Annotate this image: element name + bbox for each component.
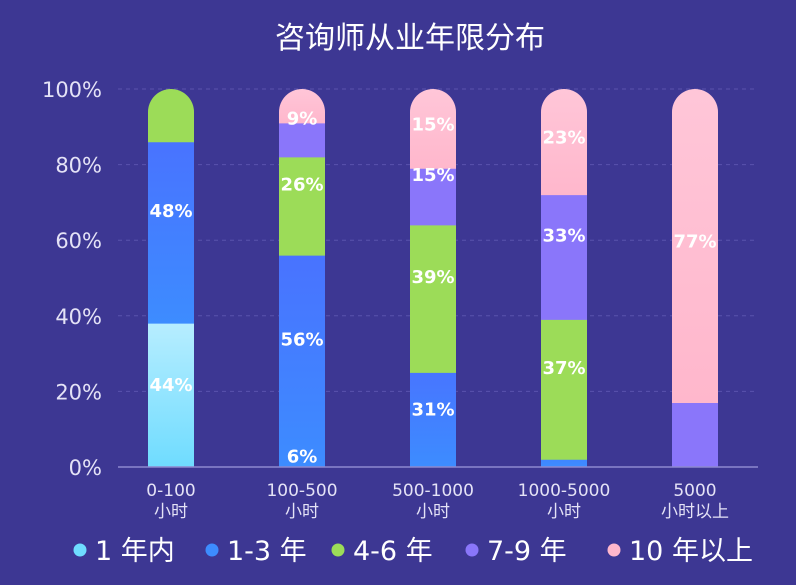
x-tick-label: 小时 (154, 502, 188, 522)
bars-layer (148, 89, 718, 467)
y-tick-label: 0% (69, 456, 102, 480)
x-tick-label: 小时 (547, 502, 581, 522)
bar-segment (279, 89, 325, 124)
legend-swatch (465, 543, 479, 557)
y-tick-label: 80% (55, 154, 102, 178)
legend: 1 年内 1-3 年 4-6 年 7-9 年 10 年以上 (73, 536, 753, 567)
data-label: 9% (287, 108, 318, 129)
chart-title: 咨询师从业年限分布 (275, 21, 545, 56)
bar-segment (541, 89, 587, 196)
bar-segment (148, 89, 194, 143)
bar-segment (279, 134, 325, 256)
legend-label: 1-3 年 (227, 536, 307, 567)
y-tick-label: 40% (55, 305, 102, 329)
y-tick-label: 100% (42, 78, 102, 102)
data-label: 48% (149, 201, 192, 222)
legend-swatch (607, 543, 621, 557)
data-label: 33% (542, 226, 585, 247)
x-tick-label: 1000-5000 (518, 481, 611, 501)
data-label: 37% (542, 358, 585, 379)
data-label: 23% (542, 128, 585, 149)
legend-swatch (205, 543, 219, 557)
bar-segment (148, 119, 194, 324)
x-tick-label: 小时以上 (661, 502, 729, 522)
x-tick-label: 500-1000 (392, 481, 474, 501)
data-label: 26% (280, 175, 323, 196)
legend-label: 4-6 年 (353, 536, 433, 567)
bar-segment (148, 300, 194, 467)
bar-segment (410, 89, 456, 169)
data-label: 77% (673, 232, 716, 253)
data-label: 39% (411, 267, 454, 288)
data-label: 6% (287, 447, 318, 468)
x-tick-label: 小时 (416, 502, 450, 522)
x-tick-label: 100-500 (266, 481, 337, 501)
legend-label: 7-9 年 (487, 536, 567, 567)
data-label: 44% (149, 375, 192, 396)
x-tick-label: 5000 (673, 481, 716, 501)
bar-segment (410, 349, 457, 467)
data-label: 15% (411, 114, 454, 135)
bar-segment (279, 232, 325, 467)
data-label: 31% (411, 399, 454, 420)
axis-layer: 0%20%40%60%80%100%0-100小时100-500小时500-10… (42, 78, 758, 522)
bar-segment (410, 202, 457, 373)
bar-segment (672, 89, 718, 404)
data-label: 15% (411, 165, 454, 186)
bar-segment (541, 172, 587, 320)
x-tick-label: 小时 (285, 502, 319, 522)
legend-label: 10 年以上 (629, 536, 753, 567)
legend-swatch (73, 543, 87, 557)
bar-segment (541, 296, 587, 460)
legend-label: 1 年内 (95, 536, 175, 567)
data-label: 56% (280, 329, 323, 350)
labels-layer: 44% 48% 6% 56% 26% 9% 31% 39% 15% 15% 37% 33% 23% 77% (149, 108, 716, 467)
y-tick-label: 60% (55, 229, 102, 253)
y-tick-label: 20% (55, 380, 102, 404)
x-tick-label: 0-100 (146, 481, 195, 501)
legend-swatch (331, 543, 345, 557)
